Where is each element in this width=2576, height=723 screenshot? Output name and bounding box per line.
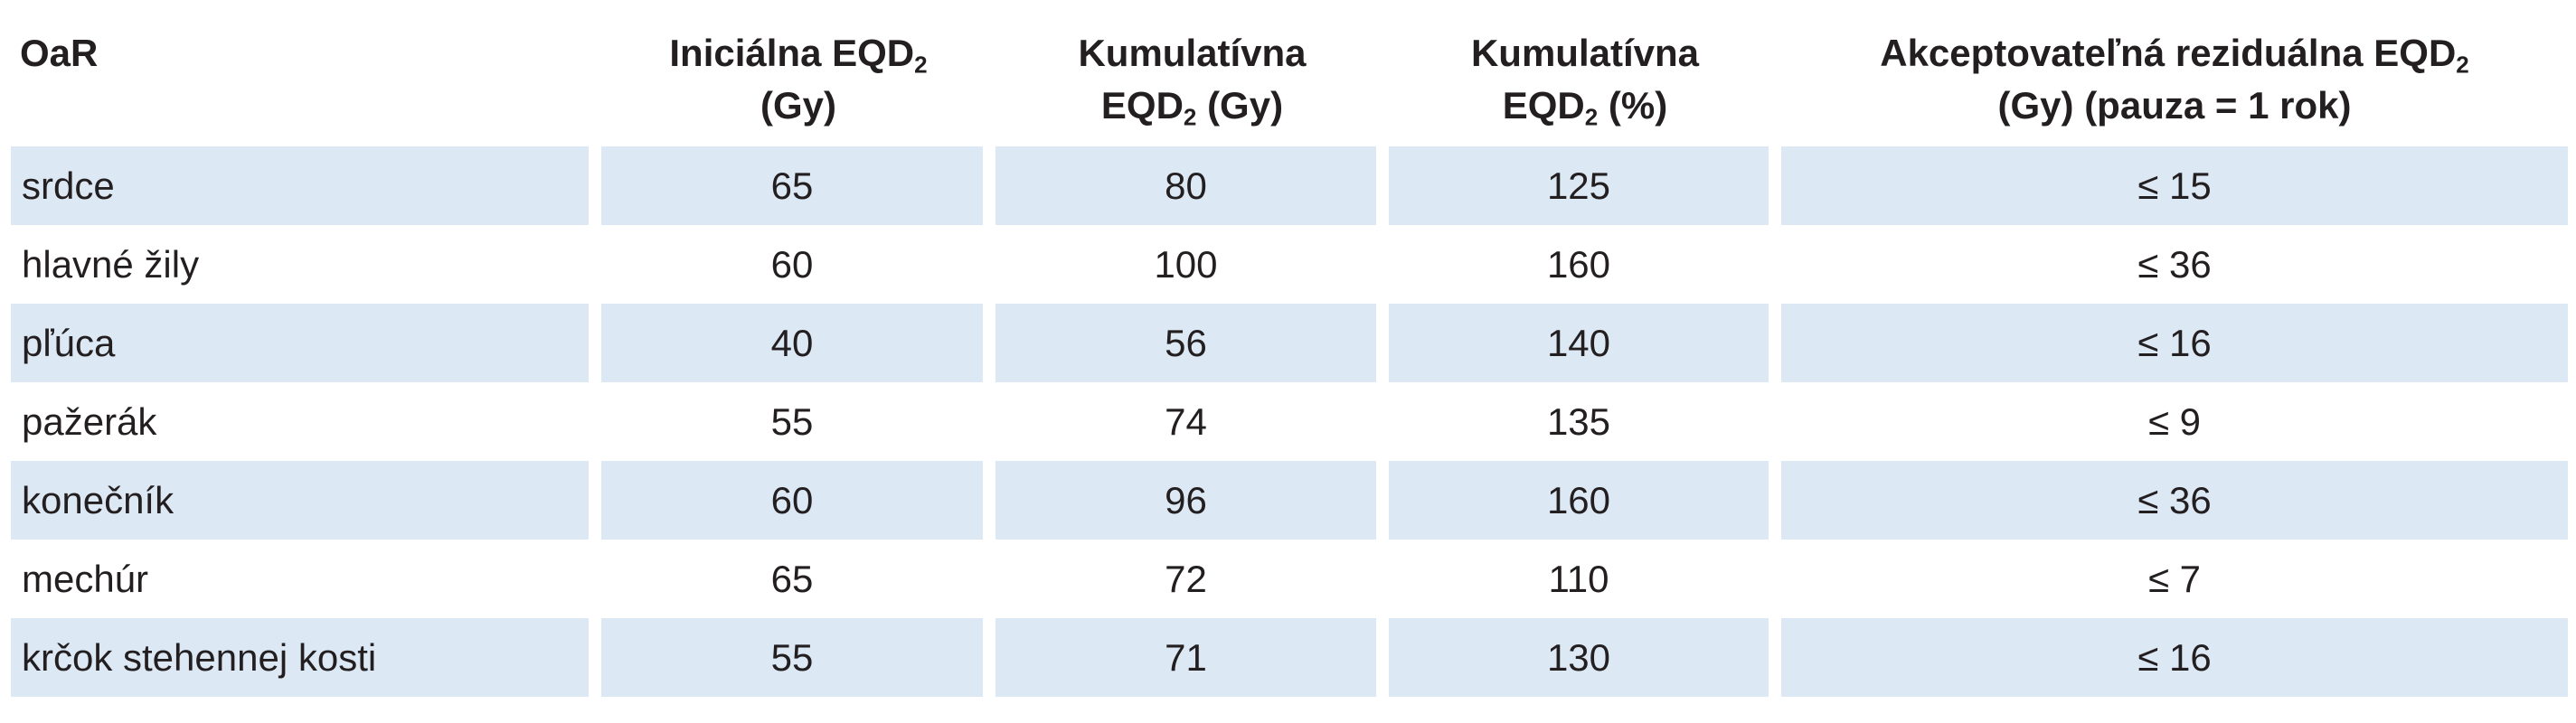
header-initial-unit: (Gy) [760, 84, 836, 127]
header-residual-eqd2: Akceptovateľná reziduálna EQD2 (Gy) (pau… [1781, 20, 2568, 146]
cell-cum-gy: 96 [995, 461, 1389, 540]
cell-initial: 65 [601, 540, 995, 618]
cell-cum-pct: 140 [1389, 304, 1781, 382]
cell-oar: pľúca [11, 304, 601, 382]
cell-initial: 40 [601, 304, 995, 382]
cell-initial: 60 [601, 461, 995, 540]
cell-initial: 55 [601, 618, 995, 697]
dose-table: OaR Iniciálna EQD2 (Gy) Kumulatívna EQD2… [11, 20, 2568, 697]
header-cum-pct-line1: Kumulatívna [1470, 32, 1700, 74]
table-row: srdce 65 80 125 ≤ 15 [11, 146, 2568, 225]
cell-initial: 60 [601, 225, 995, 304]
header-row: OaR Iniciálna EQD2 (Gy) Kumulatívna EQD2… [11, 20, 2568, 146]
cell-cum-pct: 135 [1389, 382, 1781, 461]
header-resid-subscript: 2 [2456, 51, 2469, 79]
cell-cum-pct: 160 [1389, 461, 1781, 540]
cell-oar: krčok stehennej kosti [11, 618, 601, 697]
table-row: hlavné žily 60 100 160 ≤ 36 [11, 225, 2568, 304]
cell-oar: pažerák [11, 382, 601, 461]
cell-resid: ≤ 16 [1781, 618, 2568, 697]
cell-cum-gy: 80 [995, 146, 1389, 225]
header-cum-gy-subscript: 2 [1183, 103, 1197, 131]
header-cum-gy-unit: (Gy) [1196, 84, 1284, 127]
cell-oar: srdce [11, 146, 601, 225]
header-cum-pct-eqd: EQD [1502, 84, 1585, 127]
header-cumulative-gy: Kumulatívna EQD2 (Gy) [995, 20, 1389, 146]
header-cum-gy-eqd: EQD [1100, 84, 1184, 127]
cell-cum-gy: 71 [995, 618, 1389, 697]
header-cum-gy-line1: Kumulatívna [1078, 32, 1307, 74]
header-resid-unit: (Gy) (pauza = 1 rok) [1997, 84, 2352, 127]
cell-cum-pct: 130 [1389, 618, 1781, 697]
cell-oar: mechúr [11, 540, 601, 618]
header-initial-subscript: 2 [914, 51, 928, 79]
cell-cum-pct: 160 [1389, 225, 1781, 304]
header-cum-pct-unit: (%) [1598, 84, 1668, 127]
table-row: krčok stehennej kosti 55 71 130 ≤ 16 [11, 618, 2568, 697]
header-oar-label: OaR [20, 32, 99, 74]
header-resid-text: Akceptovateľná reziduálna EQD [1880, 32, 2457, 74]
table-row: pľúca 40 56 140 ≤ 16 [11, 304, 2568, 382]
header-cumulative-pct: Kumulatívna EQD2 (%) [1389, 20, 1781, 146]
cell-cum-gy: 56 [995, 304, 1389, 382]
cell-cum-gy: 100 [995, 225, 1389, 304]
header-oar: OaR [11, 20, 601, 146]
cell-cum-pct: 110 [1389, 540, 1781, 618]
cell-resid: ≤ 16 [1781, 304, 2568, 382]
cell-initial: 55 [601, 382, 995, 461]
cell-resid: ≤ 7 [1781, 540, 2568, 618]
table-row: mechúr 65 72 110 ≤ 7 [11, 540, 2568, 618]
cell-resid: ≤ 36 [1781, 225, 2568, 304]
table-row: konečník 60 96 160 ≤ 36 [11, 461, 2568, 540]
cell-cum-gy: 74 [995, 382, 1389, 461]
cell-oar: hlavné žily [11, 225, 601, 304]
table-row: pažerák 55 74 135 ≤ 9 [11, 382, 2568, 461]
cell-cum-pct: 125 [1389, 146, 1781, 225]
header-initial-text: Iniciálna EQD [669, 32, 915, 74]
cell-resid: ≤ 15 [1781, 146, 2568, 225]
cell-resid: ≤ 9 [1781, 382, 2568, 461]
cell-resid: ≤ 36 [1781, 461, 2568, 540]
table-header: OaR Iniciálna EQD2 (Gy) Kumulatívna EQD2… [11, 20, 2568, 146]
cell-cum-gy: 72 [995, 540, 1389, 618]
table-body: srdce 65 80 125 ≤ 15 hlavné žily 60 100 … [11, 146, 2568, 697]
cell-initial: 65 [601, 146, 995, 225]
cell-oar: konečník [11, 461, 601, 540]
header-initial-eqd2: Iniciálna EQD2 (Gy) [601, 20, 995, 146]
header-cum-pct-subscript: 2 [1584, 103, 1599, 131]
